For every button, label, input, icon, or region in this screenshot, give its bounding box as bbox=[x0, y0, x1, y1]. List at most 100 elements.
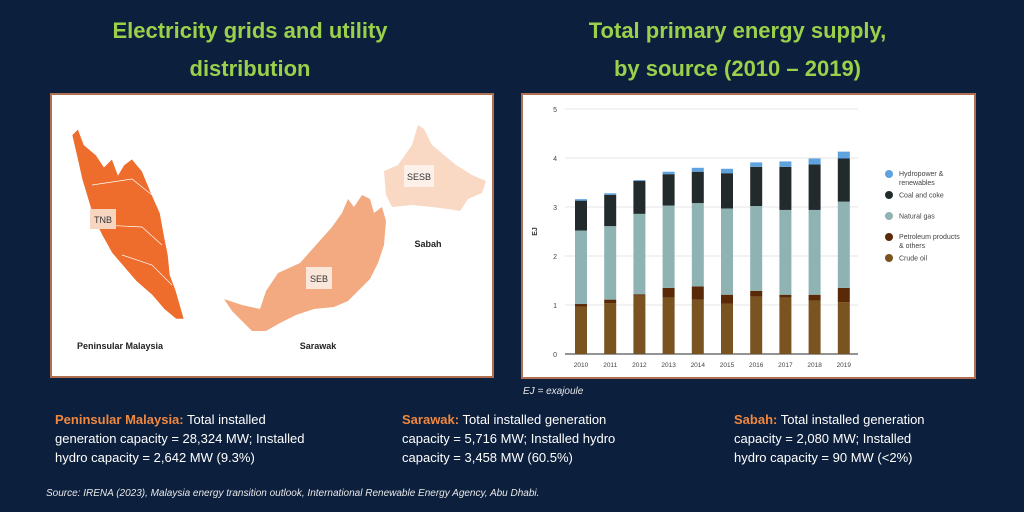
y-tick-label: 0 bbox=[553, 352, 557, 359]
legend-swatch bbox=[885, 170, 893, 178]
legend-label: Crude oil bbox=[899, 256, 927, 263]
legend-label: renewables bbox=[899, 180, 935, 187]
x-tick-label: 2014 bbox=[691, 362, 706, 369]
bar-crude-oil bbox=[837, 302, 850, 354]
info-line: generation capacity = 28,324 MW; Install… bbox=[55, 431, 305, 446]
y-tick-label: 1 bbox=[553, 303, 557, 310]
legend-swatch bbox=[885, 254, 893, 262]
bar-natural-gas bbox=[750, 206, 763, 291]
y-tick-label: 4 bbox=[553, 156, 557, 163]
x-tick-label: 2015 bbox=[720, 362, 735, 369]
info-line: Total installed generation bbox=[459, 412, 607, 427]
bar-crude-oil bbox=[779, 297, 792, 354]
bar-hydropower-renewables bbox=[575, 199, 587, 201]
bar-crude-oil bbox=[575, 306, 587, 354]
x-tick-label: 2018 bbox=[807, 362, 822, 369]
info-line: capacity = 5,716 MW; Installed hydro bbox=[402, 431, 616, 446]
bar-crude-oil bbox=[721, 303, 733, 354]
bar-hydropower-renewables bbox=[721, 168, 733, 174]
bar-hydropower-renewables bbox=[837, 151, 850, 159]
peninsular-region bbox=[71, 128, 185, 320]
right-title-line: Total primary energy supply, bbox=[588, 18, 887, 43]
bar-natural-gas bbox=[691, 203, 704, 287]
bar-crude-oil bbox=[604, 303, 617, 354]
bar-petroleum-products-others bbox=[808, 294, 821, 301]
bar-coal-and-coke bbox=[779, 166, 792, 210]
info-label: Sabah: bbox=[734, 412, 778, 427]
chart-footnote: EJ = exajoule bbox=[523, 386, 584, 397]
source-note: Source: IRENA (2023), Malaysia energy tr… bbox=[46, 488, 540, 499]
energy-supply-chart: 0 1 2 3 4 5 EJ 2010 2011 2012 2013 2014 2015 2016 2017… bbox=[521, 93, 976, 379]
bar-hydropower-renewables bbox=[633, 180, 646, 182]
sabah-region bbox=[384, 125, 486, 211]
bar-petroleum-products-others bbox=[837, 287, 850, 303]
info-line: Total installed bbox=[183, 412, 266, 427]
bar-crude-oil bbox=[662, 297, 675, 354]
info-label: Sarawak: bbox=[402, 412, 460, 427]
bar-petroleum-products-others bbox=[662, 287, 675, 298]
x-tick-label: 2019 bbox=[837, 362, 852, 369]
bar-petroleum-products-others bbox=[633, 294, 646, 296]
bar-hydropower-renewables bbox=[779, 161, 792, 167]
legend-label: Petroleum products bbox=[899, 234, 960, 241]
x-tick-label: 2010 bbox=[574, 362, 589, 369]
sarawak-region bbox=[224, 195, 386, 331]
bar-natural-gas bbox=[662, 205, 675, 288]
bar-coal-and-coke bbox=[575, 200, 587, 231]
utility-label-seb: SEB bbox=[310, 274, 328, 284]
bar-coal-and-coke bbox=[808, 164, 821, 210]
bar-natural-gas bbox=[633, 213, 646, 295]
bar-crude-oil bbox=[750, 296, 763, 354]
bar-coal-and-coke bbox=[604, 194, 617, 227]
bar-crude-oil bbox=[808, 300, 821, 354]
y-tick-label: 2 bbox=[553, 254, 557, 261]
left-title-line: Electricity grids and utility bbox=[112, 18, 388, 43]
info-line: hydro capacity = 2,642 MW (9.3%) bbox=[55, 450, 255, 465]
info-label: Peninsular Malaysia: bbox=[55, 412, 184, 427]
region-label-sabah: Sabah bbox=[414, 239, 441, 249]
x-tick-label: 2017 bbox=[778, 362, 793, 369]
region-label-sarawak: Sarawak bbox=[300, 341, 338, 351]
malaysia-map: TNB SEB SESB Peninsular Malaysia Sarawak… bbox=[50, 93, 494, 378]
x-tick-label: 2016 bbox=[749, 362, 764, 369]
bar-natural-gas bbox=[721, 208, 733, 295]
x-tick-label: 2011 bbox=[603, 362, 617, 369]
legend-swatch bbox=[885, 191, 893, 199]
info-line: hydro capacity = 90 MW (<2%) bbox=[734, 450, 913, 465]
info-line: Total installed generation bbox=[777, 412, 925, 427]
legend-label: Hydropower & bbox=[899, 171, 944, 178]
y-axis-label: EJ bbox=[532, 227, 539, 236]
bar-natural-gas bbox=[604, 226, 617, 300]
legend-swatch bbox=[885, 212, 893, 220]
info-sarawak: Sarawak: Total installed generation capa… bbox=[402, 410, 615, 467]
x-tick-label: 2013 bbox=[661, 362, 676, 369]
y-tick-label: 3 bbox=[553, 205, 557, 212]
bar-petroleum-products-others bbox=[750, 290, 763, 297]
bar-hydropower-renewables bbox=[750, 162, 763, 167]
bar-hydropower-renewables bbox=[662, 171, 675, 175]
bar-petroleum-products-others bbox=[779, 294, 792, 298]
bar-petroleum-products-others bbox=[604, 299, 617, 304]
bar-coal-and-coke bbox=[633, 181, 646, 214]
bar-coal-and-coke bbox=[837, 158, 850, 202]
utility-label-sesb: SESB bbox=[407, 172, 431, 182]
bar-coal-and-coke bbox=[750, 166, 763, 207]
right-title-line: by source (2010 – 2019) bbox=[613, 56, 862, 81]
bar-crude-oil bbox=[633, 295, 646, 354]
info-line: capacity = 2,080 MW; Installed bbox=[734, 431, 912, 446]
info-sabah: Sabah: Total installed generation capaci… bbox=[734, 410, 925, 467]
bar-natural-gas bbox=[837, 201, 850, 288]
bar-coal-and-coke bbox=[721, 173, 733, 209]
legend-swatch bbox=[885, 233, 893, 241]
legend-label: Natural gas bbox=[899, 214, 935, 221]
left-title: Electricity grids and utility distributi… bbox=[40, 12, 460, 88]
bar-natural-gas bbox=[575, 230, 587, 305]
bar-crude-oil bbox=[691, 299, 704, 354]
region-label-peninsular: Peninsular Malaysia bbox=[77, 341, 164, 351]
info-peninsular: Peninsular Malaysia: Total installed gen… bbox=[55, 410, 304, 467]
bar-coal-and-coke bbox=[662, 174, 675, 206]
legend-label: Coal and coke bbox=[899, 193, 944, 200]
legend-label: & others bbox=[899, 243, 926, 250]
bar-natural-gas bbox=[808, 209, 821, 295]
bar-natural-gas bbox=[779, 209, 792, 295]
